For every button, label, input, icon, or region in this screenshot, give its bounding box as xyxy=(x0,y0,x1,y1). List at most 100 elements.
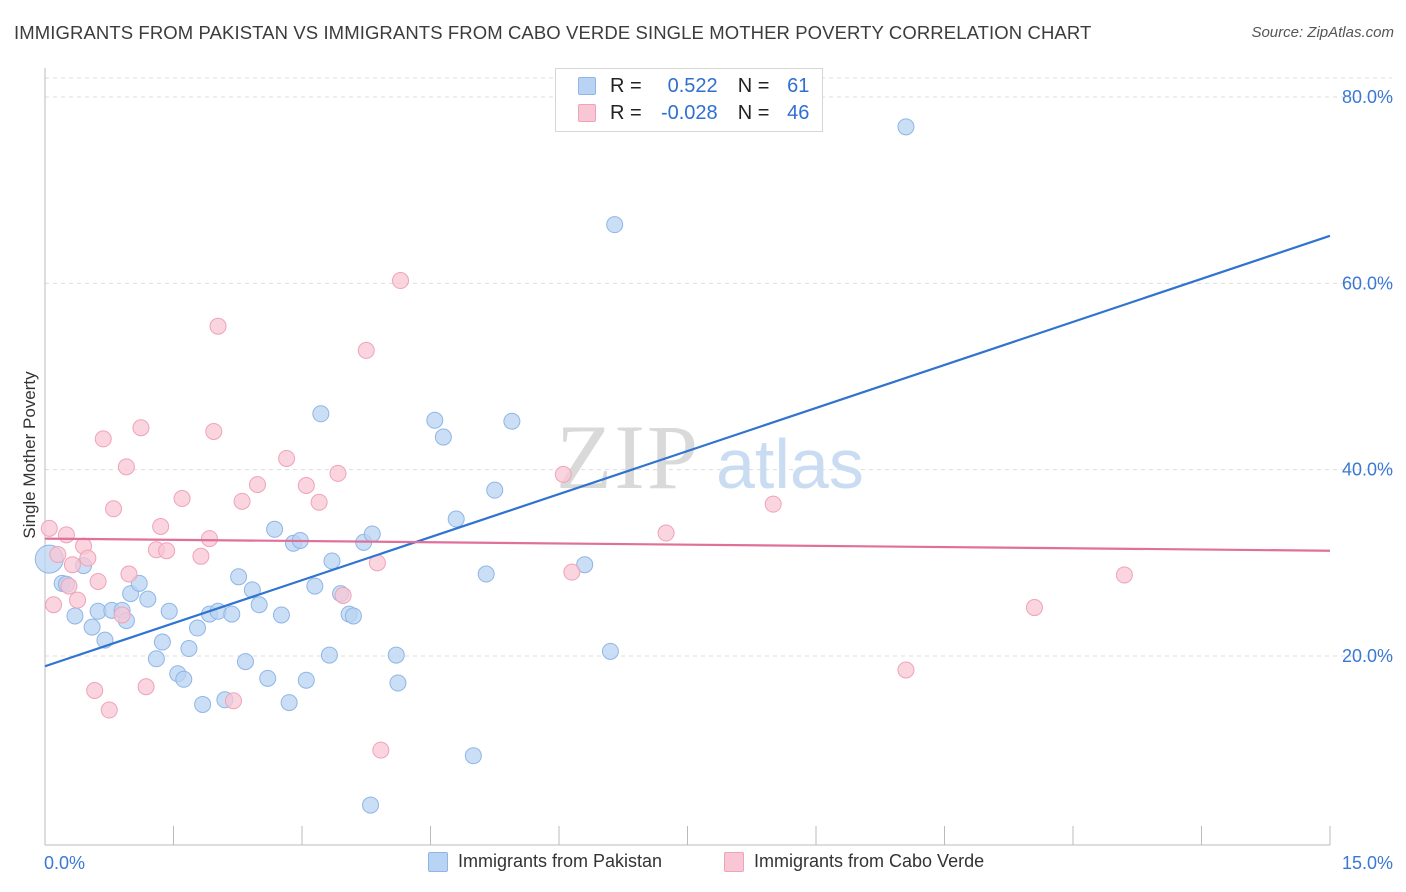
legend-n-value: 61 xyxy=(787,74,810,97)
caboverde-legend-swatch xyxy=(724,851,744,872)
pakistan-point xyxy=(363,525,381,543)
caboverde-point xyxy=(57,526,75,544)
caboverde-trend-line xyxy=(44,537,1331,552)
chart-source: Source: ZipAtlas.com xyxy=(1251,24,1394,41)
watermark-zip: ZIP xyxy=(556,406,700,508)
pakistan-point xyxy=(426,411,444,429)
caboverde-point xyxy=(89,572,107,590)
x-tick-label: 15.0% xyxy=(1342,853,1393,873)
pakistan-point xyxy=(344,607,362,625)
pakistan-point xyxy=(153,633,171,651)
chart-title: IMMIGRANTS FROM PAKISTAN VS IMMIGRANTS F… xyxy=(14,22,1092,43)
caboverde-point xyxy=(117,458,135,476)
caboverde-point xyxy=(200,530,218,548)
caboverde-point xyxy=(1115,566,1133,584)
caboverde-point xyxy=(45,596,63,614)
caboverde-point xyxy=(100,701,118,719)
caboverde-point xyxy=(79,549,97,567)
pakistan-point xyxy=(180,640,198,658)
pakistan-point xyxy=(486,481,504,499)
caboverde-point xyxy=(192,547,210,565)
pakistan-point xyxy=(266,520,284,538)
caboverde-point xyxy=(554,465,572,483)
caboverde-point xyxy=(357,341,375,359)
caboverde-point xyxy=(334,586,352,604)
pakistan-point xyxy=(236,653,254,671)
x-tick-label: 0.0% xyxy=(44,853,85,873)
pakistan-point xyxy=(323,552,341,570)
pakistan-point xyxy=(601,642,619,660)
pakistan-point xyxy=(272,606,290,624)
watermark: ZIP atlas xyxy=(556,406,864,508)
pakistan-point xyxy=(306,577,324,595)
pakistan-point xyxy=(576,556,594,574)
y-tick-label: 60.0% xyxy=(1342,273,1393,293)
caboverde-point xyxy=(897,661,915,679)
caboverde-point xyxy=(40,519,58,537)
caboverde-point xyxy=(63,556,81,574)
caboverde-swatch xyxy=(578,104,596,122)
pakistan-point xyxy=(297,671,315,689)
pakistan-point xyxy=(160,602,178,620)
caboverde-point xyxy=(392,272,410,290)
legend-row-pakistan: R = 0.522 N = 61 xyxy=(578,74,809,98)
caboverde-point xyxy=(329,464,347,482)
gridlines xyxy=(45,77,1392,657)
legend-r-label: R = xyxy=(610,101,642,124)
tick-labels: 20.0% 40.0% 60.0% 80.0% 0.0% 15.0% xyxy=(44,87,1393,873)
caboverde-point xyxy=(372,741,390,759)
pakistan-point xyxy=(223,605,241,623)
pakistan-point xyxy=(464,747,482,765)
pakistan-point xyxy=(280,694,298,712)
pakistan-point xyxy=(320,646,338,664)
caboverde-point xyxy=(137,678,155,696)
pakistan-point xyxy=(434,428,452,446)
caboverde-point xyxy=(233,492,251,510)
data-points xyxy=(34,118,1133,814)
pakistan-point xyxy=(259,669,277,687)
caboverde-point xyxy=(1025,599,1043,617)
pakistan-swatch xyxy=(578,77,596,95)
caboverde-point xyxy=(209,317,227,335)
series-legend-label: Immigrants from Pakistan xyxy=(458,851,663,871)
pakistan-point xyxy=(147,650,165,668)
caboverde-point xyxy=(657,524,675,542)
y-tick-label: 20.0% xyxy=(1342,646,1393,666)
pakistan-point xyxy=(230,568,248,586)
caboverde-point xyxy=(105,500,123,518)
pakistan-point xyxy=(503,412,521,430)
pakistan-point xyxy=(66,607,84,625)
pakistan-point xyxy=(389,674,407,692)
series-legend-label: Immigrants from Cabo Verde xyxy=(754,851,985,871)
pakistan-point xyxy=(175,670,193,688)
pakistan-point xyxy=(250,596,268,614)
series-legend-pakistan: Immigrants from Pakistan xyxy=(428,851,662,872)
caboverde-point xyxy=(69,591,87,609)
caboverde-point xyxy=(173,490,191,508)
y-axis-label: Single Mother Poverty xyxy=(20,371,39,539)
caboverde-point xyxy=(158,542,176,560)
axes xyxy=(44,68,1331,846)
caboverde-point xyxy=(120,565,138,583)
pakistan-point xyxy=(447,510,465,528)
legend-n-label: N = xyxy=(737,74,770,97)
legend-r-value: 0.522 xyxy=(667,74,718,97)
caboverde-point xyxy=(764,495,782,513)
pakistan-trend-line xyxy=(44,234,1331,668)
caboverde-point xyxy=(310,493,328,511)
y-tick-label: 80.0% xyxy=(1342,87,1393,107)
caboverde-point xyxy=(113,606,131,624)
caboverde-point xyxy=(152,517,170,535)
watermark-atlas: atlas xyxy=(716,425,864,503)
caboverde-point xyxy=(60,577,78,595)
caboverde-point xyxy=(278,449,296,467)
pakistan-point xyxy=(139,590,157,608)
correlation-legend: R = 0.522 N = 61 R = -0.028 N = 46 xyxy=(555,68,823,132)
caboverde-point xyxy=(132,419,150,437)
caboverde-point xyxy=(563,563,581,581)
legend-r-value: -0.028 xyxy=(660,101,718,124)
trend-lines xyxy=(44,234,1331,668)
legend-r-label: R = xyxy=(610,74,642,97)
pakistan-point xyxy=(194,695,212,713)
